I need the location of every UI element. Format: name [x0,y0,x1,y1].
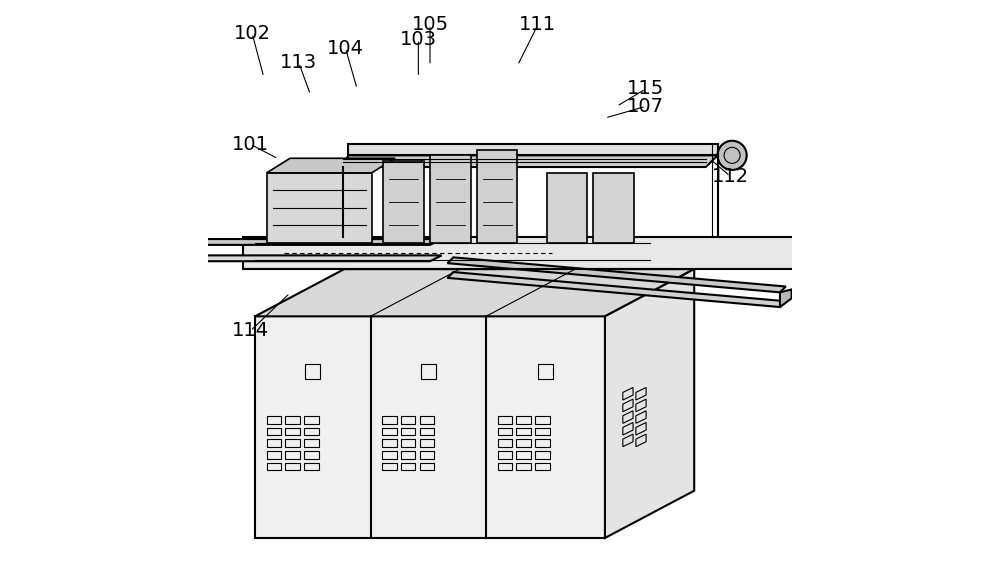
Text: 112: 112 [712,167,749,186]
Polygon shape [348,144,718,155]
Text: 113: 113 [280,53,317,72]
Polygon shape [255,316,605,538]
Text: 105: 105 [411,15,449,34]
Text: 103: 103 [400,30,437,49]
Text: 107: 107 [627,97,664,116]
Polygon shape [477,149,517,243]
Polygon shape [448,272,786,307]
Polygon shape [605,269,694,538]
Text: 111: 111 [519,15,556,34]
Text: 115: 115 [627,79,664,98]
Text: 104: 104 [327,39,364,57]
Text: 102: 102 [234,24,271,43]
Polygon shape [780,289,792,307]
Polygon shape [430,155,471,243]
Polygon shape [185,255,442,261]
Polygon shape [173,236,185,261]
Polygon shape [448,257,786,292]
Polygon shape [255,269,694,316]
Text: 101: 101 [232,135,269,154]
Polygon shape [185,239,442,245]
Polygon shape [343,155,718,167]
Text: 114: 114 [232,321,269,340]
Polygon shape [267,173,372,243]
Polygon shape [383,161,424,243]
Polygon shape [267,158,395,173]
Polygon shape [243,237,869,269]
Polygon shape [547,173,587,243]
Polygon shape [593,173,634,243]
Circle shape [718,141,747,170]
